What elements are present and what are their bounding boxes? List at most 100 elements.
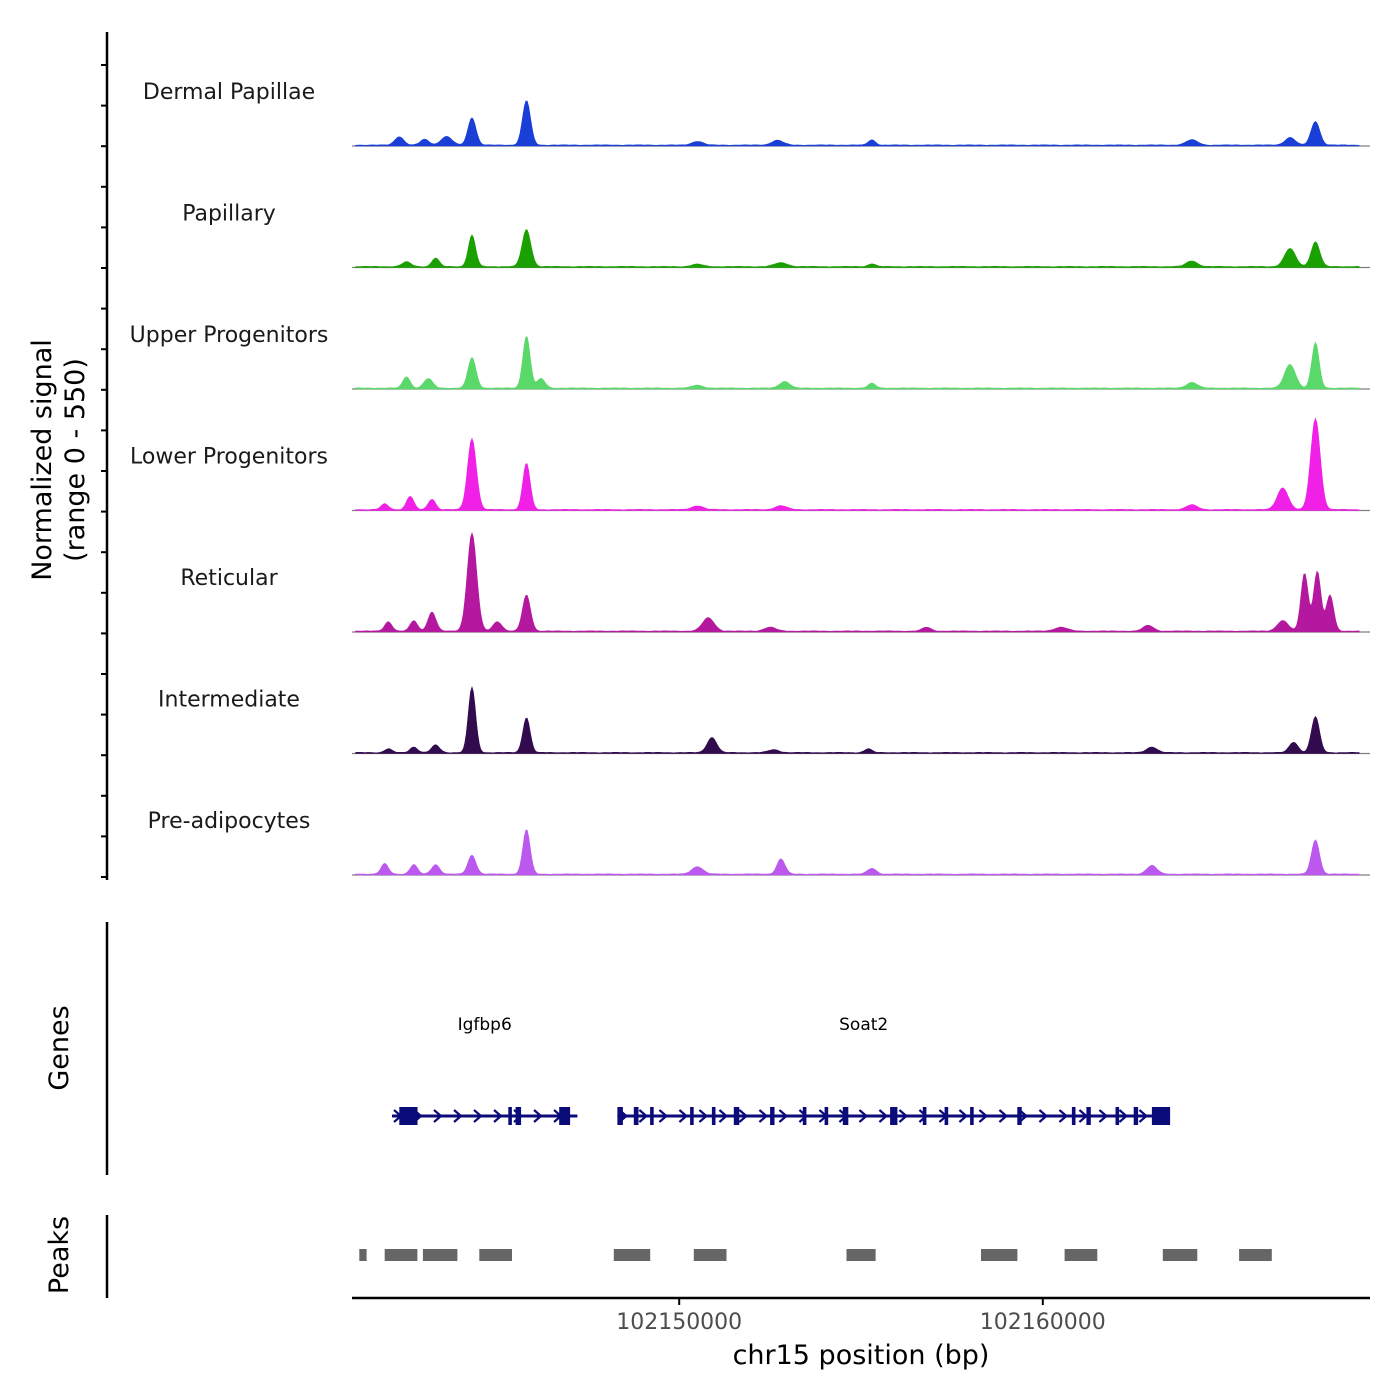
exon	[1071, 1107, 1076, 1125]
strand-arrow	[493, 1109, 503, 1123]
exon	[690, 1107, 694, 1125]
peak-region	[422, 1249, 458, 1261]
exon	[922, 1107, 927, 1125]
track-label: Lower Progenitors	[130, 445, 328, 470]
strand-arrow	[453, 1109, 463, 1123]
exon	[617, 1107, 623, 1125]
strand-arrow	[978, 1109, 989, 1123]
exon	[1151, 1107, 1171, 1125]
exon	[711, 1107, 716, 1125]
exon	[944, 1107, 949, 1125]
exon	[399, 1107, 418, 1125]
gene-label: Soat2	[839, 1015, 888, 1035]
track-reticular: Reticular	[180, 532, 1370, 633]
peaks-track	[359, 1249, 1272, 1261]
track-label: Upper Progenitors	[130, 323, 329, 348]
genes-track-label: Genes	[44, 1005, 75, 1090]
x-axis-label: chr15 position (bp)	[733, 1340, 990, 1371]
track-pre-adipocytes: Pre-adipocytes	[148, 809, 1370, 876]
exon	[650, 1107, 654, 1125]
exon	[842, 1107, 849, 1125]
signal-area	[355, 229, 1360, 268]
strand-arrow	[1038, 1109, 1049, 1123]
exon	[1133, 1107, 1139, 1125]
strand-arrow	[1058, 1109, 1069, 1123]
peak-region	[479, 1249, 512, 1261]
exon	[633, 1107, 639, 1125]
signal-area	[355, 532, 1360, 633]
exon	[733, 1107, 740, 1125]
peak-region	[1162, 1249, 1198, 1261]
strand-arrow	[473, 1109, 483, 1123]
track-label: Pre-adipocytes	[148, 809, 311, 834]
track-label: Intermediate	[158, 688, 300, 713]
strand-arrow	[698, 1109, 709, 1123]
x-tick-label: 102150000	[616, 1310, 742, 1335]
exon	[1017, 1107, 1022, 1125]
track-dermal-papillae: Dermal Papillae	[143, 80, 1370, 147]
peak-region	[1239, 1249, 1272, 1261]
track-label: Papillary	[182, 202, 276, 227]
peak-region	[384, 1249, 418, 1261]
strand-arrow	[678, 1109, 689, 1123]
gene-igfbp6: Igfbp6	[392, 1015, 578, 1125]
exon	[1086, 1107, 1091, 1125]
peak-region	[846, 1249, 876, 1261]
strand-arrow	[778, 1109, 789, 1123]
peak-region	[693, 1249, 727, 1261]
exon	[770, 1107, 775, 1125]
strand-arrow	[1138, 1109, 1149, 1123]
exon	[559, 1107, 571, 1125]
gene-soat2: Soat2	[617, 1015, 1171, 1125]
strand-arrow	[1018, 1109, 1029, 1123]
strand-arrow	[858, 1109, 869, 1123]
strand-arrow	[998, 1109, 1009, 1123]
exon	[515, 1107, 522, 1125]
signal-area	[355, 100, 1360, 147]
signal-area	[355, 685, 1360, 754]
signal-area	[355, 829, 1360, 876]
strand-arrow	[1098, 1109, 1109, 1123]
exon	[802, 1107, 807, 1125]
strand-arrow	[898, 1109, 909, 1123]
strand-arrow	[533, 1109, 543, 1123]
exon	[1115, 1107, 1120, 1125]
strand-arrow	[798, 1109, 809, 1123]
strand-arrow	[958, 1109, 969, 1123]
strand-arrow	[433, 1109, 443, 1123]
track-label: Dermal Papillae	[143, 80, 315, 105]
strand-arrow	[658, 1109, 669, 1123]
y-axis-label-line2: (range 0 - 550)	[60, 358, 91, 562]
signal-area	[355, 417, 1360, 511]
peaks-track-label: Peaks	[44, 1216, 75, 1294]
exon	[970, 1107, 974, 1125]
x-tick-label: 102160000	[980, 1310, 1106, 1335]
coverage-tracks: Dermal Papillae Papillary Upper Progenitor…	[130, 80, 1370, 876]
track-lower-progenitors: Lower Progenitors	[130, 417, 1370, 512]
strand-arrow	[718, 1109, 729, 1123]
peak-region	[981, 1249, 1018, 1261]
genes-track: Igfbp6 Soat2	[392, 1015, 1171, 1125]
peak-region	[1064, 1249, 1098, 1261]
peak-region	[359, 1249, 367, 1261]
track-upper-progenitors: Upper Progenitors	[130, 323, 1370, 390]
y-axis-ticks	[101, 64, 107, 878]
track-label: Reticular	[180, 566, 278, 591]
exon	[508, 1107, 512, 1125]
strand-arrow	[1118, 1109, 1129, 1123]
strand-arrow	[758, 1109, 769, 1123]
strand-arrow	[738, 1109, 749, 1123]
y-axis-label-line1: Normalized signal	[27, 339, 58, 581]
gene-label: Igfbp6	[458, 1015, 512, 1035]
strand-arrow	[638, 1109, 649, 1123]
track-intermediate: Intermediate	[158, 685, 1370, 755]
signal-area	[355, 336, 1360, 390]
track-papillary: Papillary	[182, 202, 1370, 269]
peak-region	[613, 1249, 651, 1261]
exon	[890, 1107, 898, 1125]
exon	[824, 1107, 829, 1125]
strand-arrow	[878, 1109, 889, 1123]
x-axis-ticks: 102150000 102160000	[616, 1298, 1106, 1335]
strand-arrow	[918, 1109, 929, 1123]
